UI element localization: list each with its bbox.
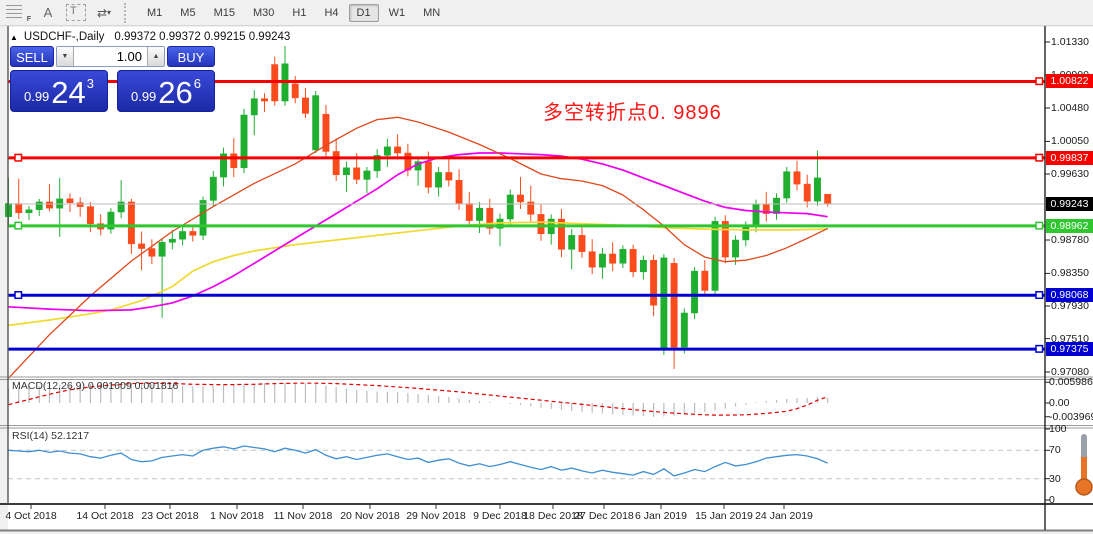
timeframe-button-m1[interactable]: M1 [147, 6, 163, 19]
top-toolbar: F A T ⇄ ▾ M1 M5 M15 M30 H1 H4 D1 W1 MN [0, 0, 1093, 26]
date-label: 23 Oct 2018 [141, 510, 199, 522]
sell-button[interactable]: SELL [10, 46, 54, 67]
date-label: 6 Jan 2019 [635, 510, 687, 522]
date-label: 27 Dec 2018 [574, 510, 634, 522]
price-tick-label: 1.00050 [1051, 135, 1089, 148]
cycle-arrows-icon[interactable]: ⇄ ▾ [96, 5, 112, 20]
macd-label: MACD(12,26,9) 0.001609 0.001816 [12, 380, 179, 392]
price-tick-label: 0.99630 [1051, 167, 1089, 180]
sell-price-prefix: 0.99 [23, 89, 50, 104]
level-price-badge[interactable]: 0.99837 [1046, 150, 1093, 165]
rsi-scale-label: 100 [1049, 423, 1067, 435]
price-tick-label: 0.98350 [1051, 267, 1089, 280]
timeframe-button-h1[interactable]: H1 [292, 6, 307, 19]
timeframe-button-m30[interactable]: M30 [252, 6, 275, 19]
chart-title: ▲ USDCHF-,Daily 0.99372 0.99372 0.99215 … [10, 31, 290, 43]
price-tick-label: 0.97080 [1051, 365, 1089, 378]
price-tick-label: 0.98780 [1051, 233, 1089, 246]
toolbar-separator [124, 2, 132, 23]
volume-increase-button[interactable]: ▲ [147, 47, 164, 66]
volume-stepper: ▼ 1.00 ▲ [56, 46, 165, 67]
rsi-scale-label: 0 [1049, 494, 1055, 506]
rsi-value: 52.1217 [51, 430, 90, 442]
timeframe-button-m5[interactable]: M5 [180, 6, 196, 19]
date-label: 18 Dec 2018 [523, 510, 583, 522]
date-label: 1 Nov 2018 [210, 510, 264, 522]
date-label: 11 Nov 2018 [273, 510, 333, 522]
date-label: 29 Nov 2018 [406, 510, 466, 522]
macd-scale-label: 0.00 [1049, 397, 1070, 409]
chart-grid-f-icon[interactable]: F [6, 5, 31, 23]
sell-price-box[interactable]: 0.99 24 3 [10, 70, 108, 112]
buy-button[interactable]: BUY [167, 46, 215, 67]
timeframe-button-m15[interactable]: M15 [213, 6, 235, 19]
level-price-badge[interactable]: 1.00822 [1046, 74, 1093, 89]
one-click-trading-panel: SELL ▼ 1.00 ▲ BUY 0.99 24 3 0.99 26 6 [10, 46, 215, 112]
date-label: 14 Oct 2018 [76, 510, 134, 522]
macd-values: 0.001609 0.001816 [87, 380, 179, 392]
date-label: 9 Dec 2018 [473, 510, 527, 522]
level-price-badge[interactable]: 0.98068 [1046, 288, 1093, 303]
collapse-triangle-icon[interactable]: ▲ [10, 32, 18, 42]
level-price-badge[interactable]: 0.97375 [1046, 342, 1093, 357]
macd-scale-label: -0.003969 [1049, 410, 1093, 423]
date-label: 4 Oct 2018 [5, 510, 57, 522]
buy-price-prefix: 0.99 [130, 89, 157, 104]
timeframe-button-d1[interactable]: D1 [348, 3, 379, 22]
sell-price-sup: 3 [86, 76, 95, 91]
text-a-icon[interactable]: A [43, 5, 53, 20]
current-price-badge: 0.99243 [1046, 197, 1093, 212]
macd-scale-label: 0.005986 [1049, 376, 1093, 389]
rsi-scale-label: 30 [1049, 472, 1061, 485]
buy-price-sup: 6 [193, 76, 202, 91]
price-tick-label: 0.97930 [1051, 299, 1089, 312]
timeframe-button-h4[interactable]: H4 [324, 6, 339, 19]
rsi-scale-label: 70 [1049, 444, 1061, 457]
chart-annotation: 多空转折点0. 9896 [543, 102, 722, 124]
timeframe-button-w1[interactable]: W1 [388, 6, 406, 19]
volume-input[interactable]: 1.00 [74, 47, 147, 66]
date-label: 15 Jan 2019 [695, 510, 753, 522]
buy-price-big: 26 [158, 75, 193, 110]
date-label: 24 Jan 2019 [755, 510, 813, 522]
price-tick-label: 1.00480 [1051, 101, 1089, 114]
level-price-badge[interactable]: 0.98962 [1046, 218, 1093, 233]
thermometer-icon [1075, 434, 1093, 496]
ohlc-values: 0.99372 0.99372 0.99215 0.99243 [114, 31, 291, 43]
date-label: 20 Nov 2018 [340, 510, 400, 522]
symbol-period-label: USDCHF-,Daily [23, 31, 105, 43]
text-box-icon[interactable]: T [66, 4, 86, 21]
dropdown-caret-icon[interactable]: ▾ [107, 8, 112, 17]
timeframe-button-mn[interactable]: MN [423, 6, 441, 19]
price-tick-label: 1.01330 [1051, 36, 1089, 48]
volume-decrease-button[interactable]: ▼ [57, 47, 74, 66]
rsi-label: RSI(14) 52.1217 [12, 430, 90, 442]
buy-price-box[interactable]: 0.99 26 6 [117, 70, 215, 112]
sell-price-big: 24 [51, 75, 86, 110]
price-tick-label: 0.97510 [1051, 332, 1089, 345]
